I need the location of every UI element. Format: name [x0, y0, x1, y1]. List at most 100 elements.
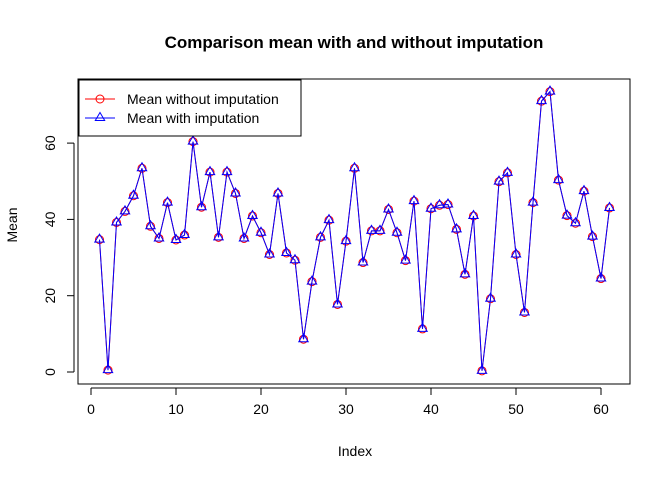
data-point-circle — [163, 198, 172, 208]
data-point-triangle — [229, 186, 242, 197]
x-tick-label: 60 — [593, 401, 609, 417]
data-point-triangle — [255, 226, 267, 236]
data-point-triangle — [425, 202, 437, 212]
data-point-circle — [171, 235, 181, 245]
data-point-triangle — [195, 200, 208, 211]
data-point-circle — [265, 249, 274, 259]
data-point-circle — [146, 221, 155, 231]
data-point-triangle — [93, 233, 106, 243]
data-point-circle — [231, 188, 240, 198]
data-point-triangle — [365, 224, 378, 234]
x-tick-label: 40 — [423, 401, 439, 417]
x-tick-label: 10 — [168, 401, 184, 417]
legend-marker-triangle — [94, 111, 106, 121]
data-point-triangle — [595, 272, 607, 282]
data-point-circle — [562, 211, 572, 221]
data-point-circle — [120, 206, 130, 216]
data-point-triangle — [450, 222, 463, 233]
data-point-circle — [392, 228, 402, 238]
data-point-triangle — [127, 189, 140, 199]
data-point-triangle — [527, 196, 539, 206]
data-point-triangle — [136, 161, 148, 172]
data-point-triangle — [212, 230, 225, 241]
legend-label-with-imputation: Mean with imputation — [127, 110, 259, 126]
data-point-triangle — [204, 165, 216, 176]
data-point-triangle — [552, 173, 565, 184]
data-point-circle — [205, 167, 215, 177]
data-point-triangle — [306, 275, 318, 285]
data-point-triangle — [476, 364, 488, 374]
data-point-triangle — [484, 292, 497, 302]
data-point-circle — [452, 224, 461, 234]
series-line — [99, 90, 610, 371]
data-point-circle — [197, 202, 206, 212]
y-axis: 0 20 40 60 — [42, 135, 75, 376]
data-point-triangle — [544, 85, 556, 95]
data-point-triangle — [586, 230, 599, 240]
chart-title: Comparison mean with and without imputat… — [165, 33, 544, 52]
data-point-triangle — [314, 230, 327, 241]
data-point-circle — [316, 232, 325, 242]
data-point-circle — [154, 233, 164, 243]
data-point-triangle — [501, 166, 514, 176]
data-point-triangle — [297, 332, 310, 343]
plot-box — [77, 78, 631, 385]
data-point-triangle — [433, 198, 446, 209]
data-point-triangle — [467, 209, 480, 219]
data-point-triangle — [153, 231, 165, 242]
data-point-circle — [137, 163, 147, 173]
data-point-triangle — [340, 234, 352, 245]
data-point-triangle — [535, 94, 548, 105]
data-point-triangle — [263, 248, 276, 258]
data-point-triangle — [561, 209, 573, 219]
data-point-triangle — [280, 246, 293, 256]
data-point-circle — [282, 248, 291, 258]
data-point-triangle — [221, 165, 233, 176]
data-point-triangle — [323, 213, 335, 224]
data-point-triangle — [399, 254, 412, 264]
data-point-circle — [129, 191, 138, 201]
y-tick-label: 60 — [42, 135, 58, 151]
data-point-triangle — [518, 305, 531, 316]
data-point-triangle — [348, 161, 361, 172]
data-point-triangle — [289, 253, 301, 264]
y-tick-label: 40 — [42, 211, 58, 227]
data-point-triangle — [238, 231, 250, 242]
data-point-circle — [307, 277, 317, 287]
data-point-circle — [588, 232, 597, 242]
data-point-circle — [579, 186, 589, 196]
series-layer — [93, 85, 616, 376]
data-point-circle — [401, 256, 410, 266]
data-point-triangle — [442, 198, 454, 208]
x-axis: 0 10 20 30 40 50 60 — [87, 387, 609, 417]
data-point-triangle — [578, 184, 590, 195]
legend-box — [78, 79, 302, 137]
data-point-triangle — [331, 297, 344, 308]
data-point-triangle — [357, 256, 369, 266]
x-tick-label: 20 — [253, 401, 269, 417]
data-point-triangle — [408, 194, 420, 205]
data-point-circle — [273, 188, 283, 198]
data-point-circle — [222, 167, 232, 177]
data-point-circle — [460, 269, 470, 279]
data-point-triangle — [144, 219, 157, 230]
data-point-triangle — [391, 226, 403, 236]
data-point-triangle — [272, 186, 284, 197]
data-point-triangle — [119, 204, 131, 215]
data-point-triangle — [246, 209, 259, 219]
series-with-imputation — [93, 85, 616, 374]
data-point-triangle — [374, 224, 386, 234]
y-axis-label: Mean — [4, 207, 20, 242]
data-point-circle — [256, 228, 266, 238]
data-point-triangle — [493, 175, 505, 185]
data-point-triangle — [510, 248, 522, 258]
x-tick-label: 0 — [87, 401, 95, 417]
legend-marker-circle — [95, 94, 105, 104]
data-point-triangle — [416, 322, 429, 332]
data-point-triangle — [382, 202, 395, 213]
legend: Mean without imputation Mean with imputa… — [78, 79, 302, 137]
data-point-circle — [239, 233, 249, 243]
x-tick-label: 30 — [338, 401, 354, 417]
